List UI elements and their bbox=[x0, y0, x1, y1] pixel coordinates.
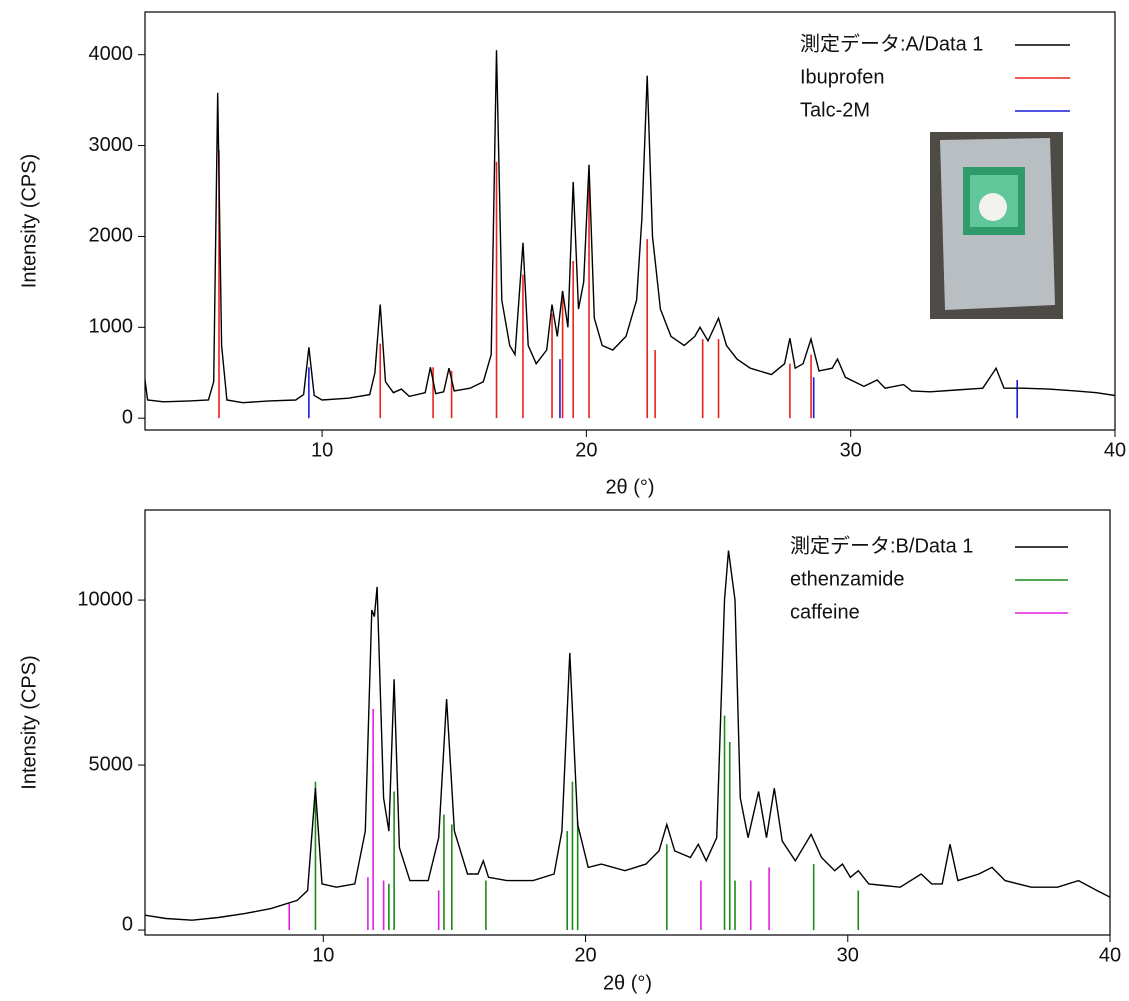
x-axis-label: 2θ (°) bbox=[605, 476, 654, 498]
sample-photo bbox=[930, 132, 1063, 319]
x-tick-label: 30 bbox=[837, 944, 859, 966]
x-axis-label: 2θ (°) bbox=[603, 972, 652, 994]
y-tick-label: 0 bbox=[122, 406, 133, 428]
legend-label: Talc-2M bbox=[800, 99, 870, 121]
y-axis-label: Intensity (CPS) bbox=[18, 655, 40, 789]
x-tick-label: 20 bbox=[574, 944, 596, 966]
y-tick-label: 2000 bbox=[89, 225, 134, 247]
plot-area bbox=[145, 50, 1115, 419]
x-tick-label: 10 bbox=[311, 439, 333, 461]
pattern-line bbox=[145, 550, 1110, 921]
legend-label: caffeine bbox=[790, 601, 860, 623]
y-axis-label: Intensity (CPS) bbox=[18, 154, 40, 288]
legend-label: Ibuprofen bbox=[800, 66, 885, 88]
x-tick-label: 40 bbox=[1099, 944, 1121, 966]
plot-area bbox=[145, 550, 1110, 931]
x-tick-label: 30 bbox=[840, 439, 862, 461]
y-tick-label: 4000 bbox=[89, 43, 134, 65]
plot-frame bbox=[144, 11, 1116, 431]
y-tick-label: 0 bbox=[122, 913, 133, 935]
x-tick-label: 20 bbox=[575, 439, 597, 461]
plot-frame bbox=[144, 509, 1111, 936]
x-tick-label: 40 bbox=[1104, 439, 1126, 461]
y-tick-label: 10000 bbox=[77, 588, 133, 610]
legend-label: ethenzamide bbox=[790, 568, 905, 590]
pattern-line bbox=[145, 50, 1115, 404]
y-tick-label: 5000 bbox=[89, 753, 134, 775]
x-tick-label: 10 bbox=[312, 944, 334, 966]
legend-label: 測定データ:A/Data 1 bbox=[800, 32, 983, 55]
y-tick-label: 1000 bbox=[89, 316, 134, 338]
y-tick-label: 3000 bbox=[89, 134, 134, 156]
legend-label: 測定データ:B/Data 1 bbox=[790, 534, 973, 557]
